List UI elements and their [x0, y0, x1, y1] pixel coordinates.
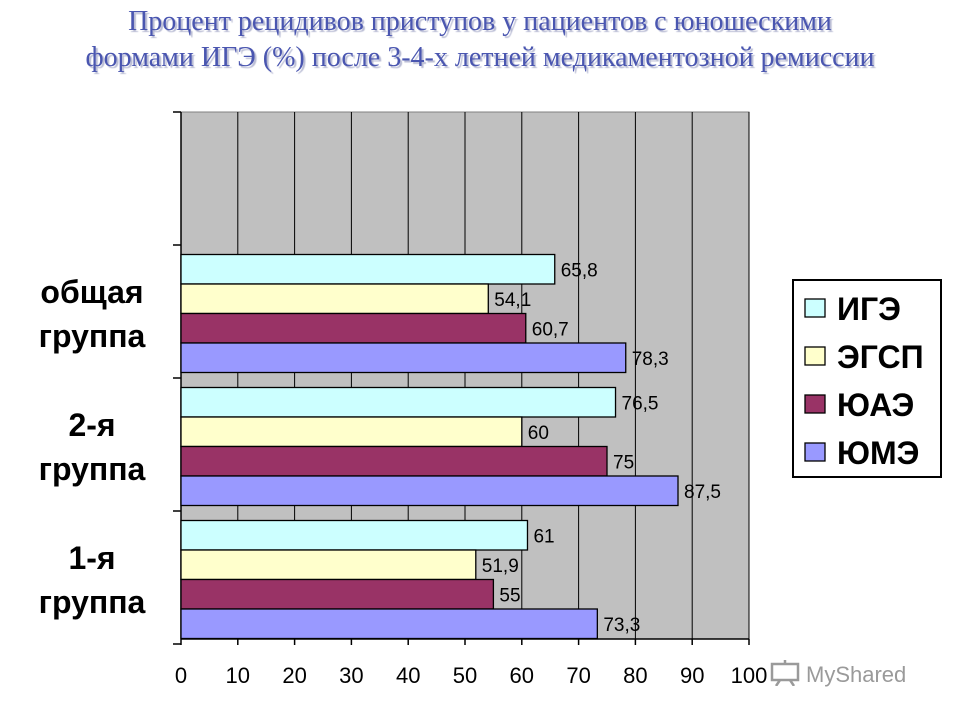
- bar: [180, 342, 627, 374]
- x-tick-label: 60: [510, 663, 534, 688]
- x-tick-label: 80: [623, 663, 647, 688]
- bar: [180, 549, 477, 581]
- data-label: 78,3: [632, 349, 669, 370]
- data-label: 51,9: [482, 556, 519, 577]
- x-tick-label: 40: [396, 663, 420, 688]
- bar: [180, 578, 495, 610]
- x-tick-label: 30: [339, 663, 363, 688]
- data-label: 76,5: [622, 393, 659, 414]
- data-label: 55: [499, 585, 520, 606]
- bar: [180, 416, 523, 448]
- legend-swatch: [804, 346, 826, 366]
- data-label: 60: [528, 423, 549, 444]
- title-line-2: формами ИГЭ (%) после 3-4-х летней медик…: [85, 42, 875, 73]
- category-label-line: 1-я: [68, 540, 115, 576]
- legend-swatch: [804, 298, 826, 318]
- x-tick-label: 20: [282, 663, 306, 688]
- category-label-line: группа: [39, 318, 146, 354]
- title-line-1: Процент рецидивов приступов у пациентов …: [128, 6, 832, 37]
- x-tick-label: 100: [731, 663, 768, 688]
- category-label: 2-я группа: [39, 407, 146, 487]
- category-label: общая группа: [39, 274, 146, 354]
- category-label: 1-я группа: [39, 540, 146, 620]
- legend-entry: ИГЭ: [837, 291, 901, 327]
- data-label: 87,5: [684, 482, 721, 503]
- bar: [180, 386, 617, 418]
- category-label-line: общая: [40, 274, 143, 310]
- watermark-text: MyShared: [806, 662, 907, 687]
- bar: [180, 475, 679, 507]
- bar: [180, 283, 489, 315]
- chart-title: Процент рецидивов приступов у пациентов …: [20, 4, 940, 76]
- legend-entry: ЭГСП: [837, 339, 924, 375]
- legend-entry: ЮМЭ: [837, 435, 919, 471]
- x-tick-label: 50: [453, 663, 477, 688]
- legend-swatch: [804, 394, 826, 414]
- bar: [180, 519, 529, 551]
- x-tick-label: 90: [680, 663, 704, 688]
- x-tick-label: 10: [226, 663, 250, 688]
- legend-entry: ЮАЭ: [837, 387, 914, 423]
- x-tick-label: 0: [175, 663, 187, 688]
- x-tick-label: 70: [566, 663, 590, 688]
- bar: [180, 312, 527, 344]
- bar: [180, 253, 556, 285]
- data-label: 60,7: [532, 319, 569, 340]
- category-label-line: группа: [39, 451, 146, 487]
- legend-swatch: [804, 442, 826, 462]
- presentation-board-icon: [770, 660, 800, 686]
- category-label-line: группа: [39, 584, 146, 620]
- watermark: MyShared: [770, 658, 940, 692]
- category-label-line: 2-я: [68, 407, 115, 443]
- data-label: 65,8: [561, 260, 598, 281]
- bar: [180, 445, 608, 477]
- data-label: 61: [533, 526, 554, 547]
- bar: [180, 608, 598, 640]
- data-label: 73,3: [603, 615, 640, 636]
- data-label: 54,1: [494, 290, 531, 311]
- data-label: 75: [613, 452, 634, 473]
